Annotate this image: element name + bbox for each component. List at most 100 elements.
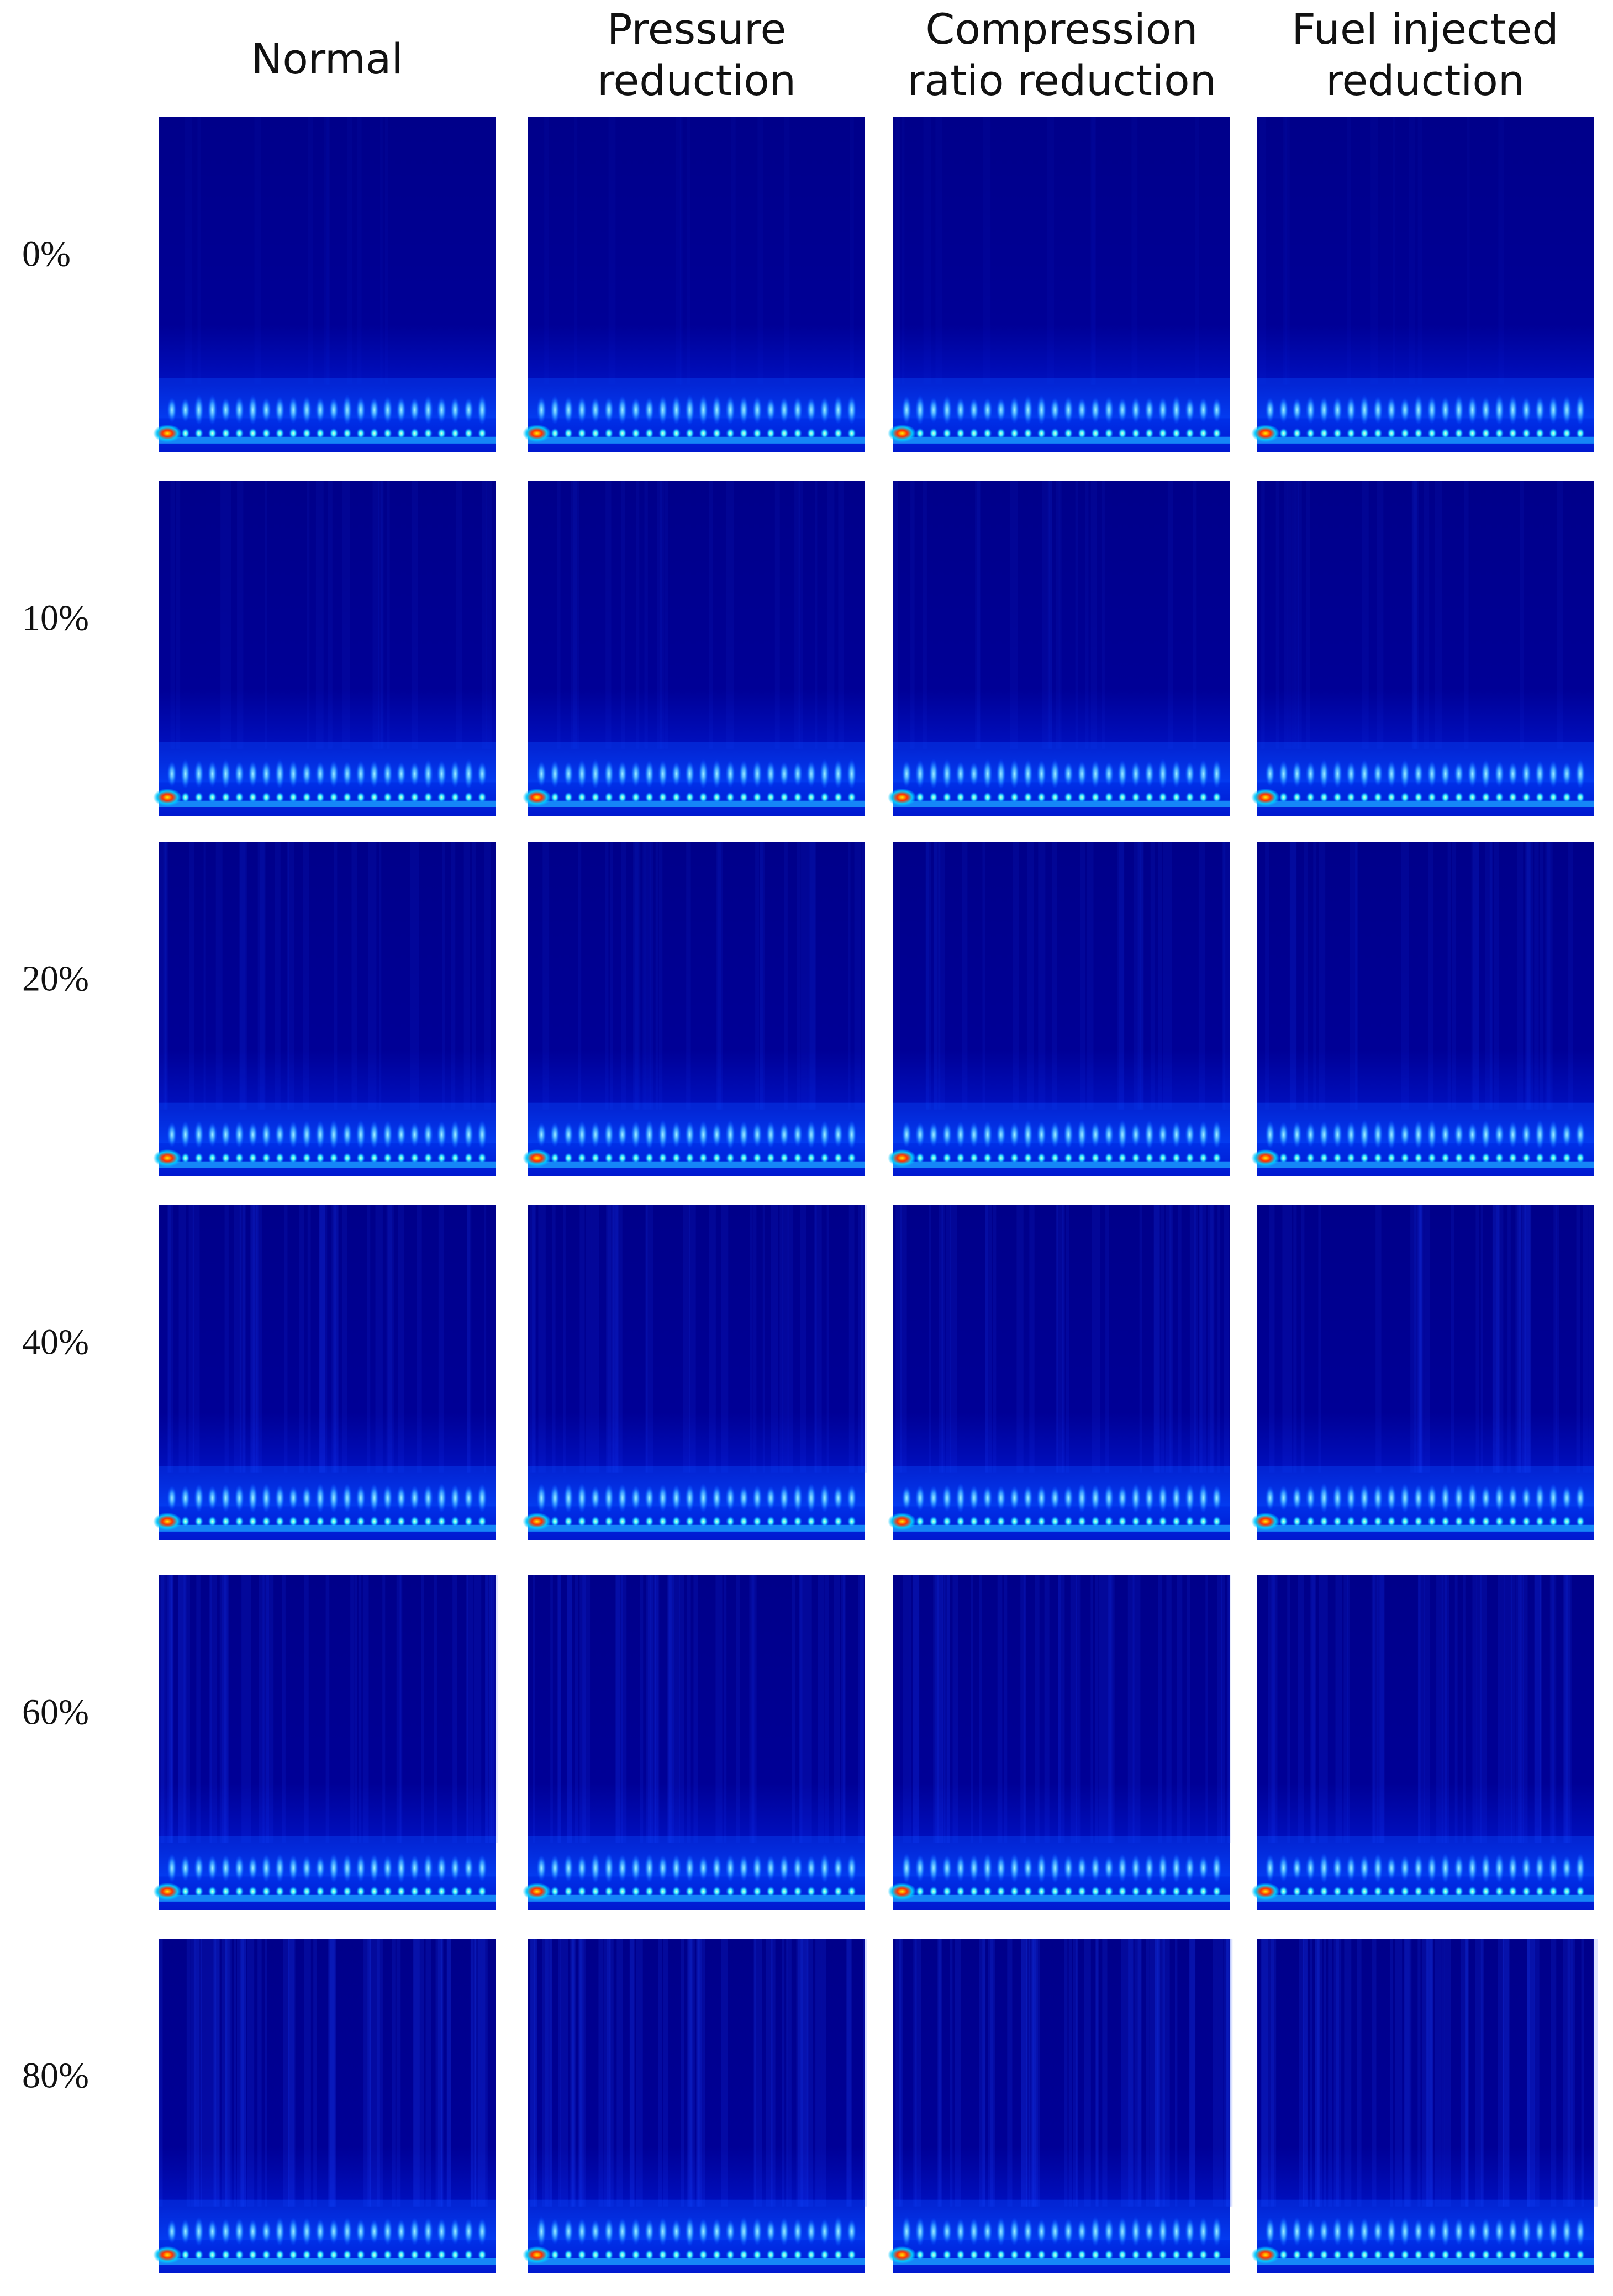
streak [938,842,945,1110]
lower-dot [712,791,721,803]
streak [723,1575,727,1843]
base-line [159,1524,496,1532]
lower-dot [1023,791,1032,803]
streak [411,481,418,749]
upper-dot [1575,759,1585,789]
upper-dot [631,1120,641,1149]
streak [386,1205,392,1473]
streak [784,842,788,1110]
hotspot [1251,1882,1280,1901]
upper-dot [644,397,655,423]
lower-dot [424,791,433,803]
streak [176,481,181,749]
streak [241,1575,246,1843]
streak [266,1575,274,1843]
upper-dot [671,761,682,787]
lower-dot [437,1152,446,1164]
streak [668,1575,675,1843]
streak [1134,842,1141,1110]
upper-dot [563,1854,574,1882]
streak [1333,1939,1339,2207]
lower-dot [645,1516,654,1527]
streak [630,1939,634,2207]
upper-dot [1548,1852,1558,1883]
lower-dot [726,2249,735,2261]
streak [787,1205,794,1473]
streak [579,1575,586,1843]
lower-dot [1185,791,1194,803]
streak [1187,1575,1190,1843]
lower-dot [983,427,992,439]
streak [1158,842,1162,1110]
upper-dot [329,1119,339,1150]
streak [1311,1575,1315,1843]
upper-dot [1171,759,1182,788]
lower-dot [645,2249,654,2261]
lower-dot [235,2249,244,2261]
streak [895,1939,902,2207]
lower-dot [1172,2249,1181,2261]
streak [1344,1939,1352,2207]
lower-dot [342,791,352,803]
streak [799,1575,804,1843]
upper-dot [793,2218,803,2245]
lower-dot [1454,427,1464,439]
lower-dot [983,2249,992,2261]
upper-dot [463,1485,474,1511]
upper-dot [657,759,668,788]
upper-dot [1104,1122,1114,1148]
streak [470,1939,477,2207]
lower-dot [1427,2249,1437,2261]
streak [1563,1939,1571,2207]
streak [386,481,390,749]
lower-dot [672,1516,681,1527]
lower-dot [437,1516,446,1527]
streak [163,842,166,1110]
streak [1535,1575,1541,1843]
streak [275,842,281,1110]
streak [850,117,854,385]
streak [1310,1939,1313,2207]
streak [655,842,659,1110]
lower-dot [1562,1516,1572,1527]
streak [283,1205,288,1473]
streak [571,1939,574,2207]
streak [755,842,760,1110]
streak [219,1575,223,1843]
upper-dot [1427,760,1437,788]
streak [177,1575,181,1843]
streak [538,1205,546,1473]
streak [1418,1575,1425,1843]
lower-dot [793,1152,803,1164]
streak [1534,1939,1540,2207]
streak [681,1939,684,2207]
lower-dot [577,1152,587,1164]
streak [451,842,456,1110]
lower-dot [929,2249,939,2261]
streak [806,1939,813,2207]
scalogram-panel [1251,1939,1598,2273]
lower-dot [645,1886,654,1897]
lower-dot [1117,1886,1127,1897]
upper-dot [1386,2216,1396,2247]
streak [709,1205,716,1473]
streak [438,1205,444,1473]
lower-dot [275,1886,284,1897]
streak [1289,842,1296,1110]
lower-dot [1064,1886,1073,1897]
lower-dot [564,791,573,803]
streak [165,842,168,1110]
upper-dot [1575,2217,1585,2246]
upper-dot [1036,1121,1047,1148]
lower-dot [477,2249,487,2261]
upper-dot [369,760,379,788]
lower-dot [591,1152,600,1164]
upper-dot [167,761,177,788]
upper-dot [996,1485,1006,1511]
upper-dot [1104,761,1114,787]
lower-dot [342,1152,352,1164]
streak [1377,1575,1384,1843]
upper-dot [1535,1119,1545,1150]
lower-dot [1360,1516,1369,1527]
streak [1441,1575,1447,1843]
